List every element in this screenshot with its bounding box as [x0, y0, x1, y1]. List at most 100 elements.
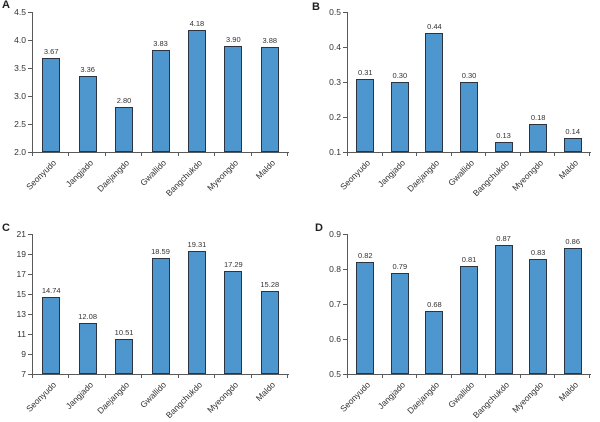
y-tick: [28, 374, 32, 375]
y-tick-label: 4.0: [14, 35, 26, 45]
x-tick: [287, 153, 288, 156]
y-tick: [28, 96, 32, 97]
bar-value-label: 2.80: [116, 96, 132, 106]
bar-value-label: 3.88: [262, 35, 278, 45]
panel-letter-d: D: [315, 222, 323, 234]
bar: [224, 271, 243, 374]
x-tick: [381, 153, 383, 156]
bar-value-label: 3.83: [153, 38, 168, 48]
panel-letter-c: C: [2, 222, 10, 234]
bar-value-label: 15.28: [260, 280, 280, 290]
bar: [494, 141, 513, 152]
x-tick: [250, 375, 252, 378]
x-tick: [416, 375, 418, 378]
y-tick-label: 0.3: [329, 77, 341, 87]
bar: [356, 262, 375, 374]
y-tick: [28, 254, 32, 255]
panel-a: A 2.0 2.5 3.0 3.5 4.0 4.5 3.67 Seonyudo 3.36 Jang…: [0, 0, 300, 211]
bar: [42, 58, 61, 152]
bar-value-label: 0.18: [530, 113, 546, 122]
y-tick: [343, 47, 347, 48]
y-tick-label: 7: [21, 369, 26, 379]
x-tick: [287, 375, 288, 378]
bar-value-label: 3.67: [43, 47, 59, 57]
bar-value-label: 0.86: [565, 237, 580, 246]
bar: [494, 244, 513, 374]
x-tick: [554, 375, 556, 378]
bar-value-label: 0.83: [530, 247, 546, 257]
panel-c: C 7 9 11 13 15 17 19 21 14.74 Seonyudo 12.08 Jangja…: [0, 211, 300, 422]
bar: [115, 107, 134, 152]
x-tick: [177, 375, 179, 378]
y-tick-label: 0.9: [329, 229, 341, 239]
x-tick: [450, 375, 452, 378]
bar: [460, 265, 478, 374]
x-axis: [347, 374, 591, 375]
bar-value-label: 10.51: [114, 327, 134, 337]
y-tick: [28, 12, 32, 13]
bar-value-label: 0.30: [392, 71, 408, 80]
y-tick-label: 2.0: [14, 147, 26, 157]
x-tick: [68, 375, 70, 378]
bar-value-label: 18.59: [151, 247, 170, 257]
bar-value-label: 0.14: [565, 127, 580, 136]
y-tick: [28, 354, 32, 355]
y-tick-label: 19: [16, 249, 26, 259]
bar-value-label: 0.87: [496, 233, 511, 243]
y-tick-label: 15: [16, 289, 26, 299]
y-tick-label: 0.7: [329, 299, 341, 309]
x-tick: [519, 375, 521, 378]
y-tick: [343, 117, 347, 118]
x-tick: [141, 153, 143, 156]
bar: [390, 272, 409, 374]
x-tick: [381, 375, 383, 378]
x-tick: [141, 375, 143, 378]
y-tick-label: 3.0: [14, 91, 26, 101]
bar: [224, 45, 243, 152]
y-axis: [347, 12, 348, 153]
x-tick: [589, 375, 590, 378]
bar-value-label: 0.13: [496, 130, 511, 140]
y-tick-label: 0.4: [329, 42, 341, 52]
bar: [425, 311, 444, 374]
bar-value-label: 3.90: [226, 34, 241, 44]
y-tick: [343, 304, 347, 305]
x-tick: [104, 375, 106, 378]
x-tick: [177, 153, 179, 156]
y-tick: [28, 234, 32, 235]
y-tick: [343, 269, 347, 270]
y-tick: [28, 274, 32, 275]
x-axis: [32, 152, 289, 153]
y-axis: [32, 234, 33, 375]
bar: [260, 291, 279, 374]
bar: [187, 29, 206, 152]
x-tick: [214, 375, 216, 378]
bar-value-label: 19.31: [187, 239, 207, 249]
bar-value-label: 14.74: [41, 285, 61, 295]
y-tick: [28, 124, 32, 125]
bar: [260, 46, 279, 152]
x-tick: [250, 153, 252, 156]
y-axis: [32, 12, 33, 153]
bar: [529, 124, 548, 152]
y-axis: [347, 234, 348, 375]
y-tick-label: 21: [16, 229, 26, 239]
bar: [425, 33, 444, 152]
bar-value-label: 0.79: [392, 261, 408, 271]
y-tick-label: 0.5: [329, 7, 341, 17]
y-tick: [343, 152, 347, 153]
bar-value-label: 17.29: [223, 260, 243, 270]
panel-b: B 0.1 0.2 0.3 0.4 0.5 0.31 Seonyudo 0.30 Jangjad…: [300, 0, 600, 211]
y-tick: [28, 152, 32, 153]
y-tick-label: 0.8: [329, 264, 341, 274]
y-tick: [28, 68, 32, 69]
x-tick: [485, 375, 487, 378]
y-tick: [343, 374, 347, 375]
bar: [151, 258, 170, 374]
bar-value-label: 0.68: [427, 300, 442, 309]
x-tick: [347, 153, 348, 156]
bar: [151, 49, 170, 152]
y-tick: [28, 334, 32, 335]
y-tick-label: 3.5: [14, 63, 26, 73]
